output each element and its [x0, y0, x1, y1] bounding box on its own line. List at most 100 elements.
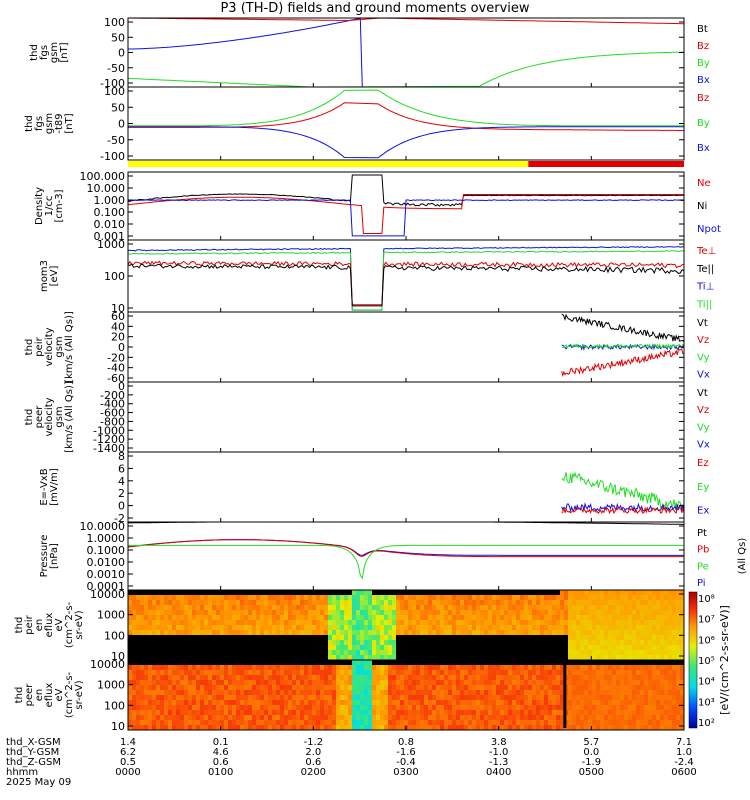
orbit-bar-segment — [528, 161, 684, 167]
legend-entry: Bx — [697, 143, 710, 154]
ytick-label: -1400 — [93, 442, 125, 455]
ytick-label: 0 — [118, 500, 125, 513]
legend-entry: Vt — [697, 388, 708, 399]
ytick-label: -1200 — [93, 433, 125, 446]
y-axis-label: gsm — [54, 336, 65, 357]
xtick-y: 0.0 — [583, 747, 599, 758]
side-label: (All Qs) — [737, 538, 748, 575]
ytick-label: -800 — [100, 415, 125, 428]
trace-ex — [561, 502, 684, 513]
legend-entry: Ey — [697, 482, 709, 493]
trace-ion-vy — [561, 343, 684, 350]
ytick-label: 10.000 — [87, 182, 126, 195]
xtick-x: 3.8 — [491, 737, 507, 748]
ytick-label: -60 — [107, 372, 125, 385]
y-axis-label: peir — [34, 336, 45, 356]
ytick-label: 50 — [111, 31, 125, 44]
trace-ez — [561, 506, 684, 515]
y-axis-label: 1/cc — [44, 196, 55, 217]
legend-entry: Ex — [697, 506, 709, 517]
xtick-z: -2.4 — [674, 757, 694, 768]
xtick-x: 5.7 — [583, 737, 599, 748]
ytick-label: -100 — [100, 77, 125, 90]
xtick-z: -1.9 — [582, 757, 602, 768]
y-axis-label: thd — [14, 617, 25, 634]
y-axis-label: eflux — [44, 613, 55, 638]
y-axis-label: velocity — [44, 327, 55, 366]
ytick-label: 6 — [118, 462, 125, 475]
ytick-label: -50 — [107, 62, 125, 75]
colorbar-tick: 10⁴ — [698, 677, 715, 688]
legend-entry: Bz — [697, 93, 709, 104]
trace-bx — [128, 18, 389, 87]
xtick-x: 1.4 — [120, 737, 136, 748]
ytick-label: -40 — [107, 362, 125, 375]
ytick-label: 10 — [111, 720, 125, 733]
panel-frame-fgs_gsm_t89 — [127, 86, 685, 161]
trace-by — [128, 51, 684, 87]
y-axis-label: gsm — [54, 406, 65, 427]
xtick-y: 6.2 — [120, 747, 136, 758]
xtick-hhmm: 0000 — [115, 767, 140, 778]
legend-entry: Ni — [697, 201, 707, 212]
panel-frame-fgs_gsm — [127, 17, 685, 88]
ytick-label: -100 — [100, 150, 125, 163]
y-axis-label: [nPa] — [49, 543, 60, 569]
y-axis-label: [cm-3] — [54, 189, 65, 222]
y-axis-label: en — [34, 689, 45, 702]
ytick-label: 0.1000 — [87, 544, 126, 557]
xtick-hhmm: 0500 — [579, 767, 604, 778]
y-axis-label: -t89 — [54, 113, 65, 133]
y-axis-label: eflux — [44, 683, 55, 708]
xtick-y: 1.0 — [676, 747, 692, 758]
xtick-y: -1.0 — [489, 747, 509, 758]
y-axis-label: thd — [14, 687, 25, 704]
xtick-z: -0.4 — [396, 757, 416, 768]
ytick-label: 2 — [118, 487, 125, 500]
y-axis-label: peir — [24, 614, 35, 634]
legend-entry: Bx — [697, 75, 710, 86]
colorbar-tick: 10⁷ — [698, 615, 715, 626]
trace-pt — [128, 522, 684, 525]
ytick-label: 0 — [118, 47, 125, 60]
y-axis-label: E=-VxB — [39, 468, 50, 505]
colorbar-tick: 10² — [698, 718, 715, 729]
y-axis-label: gsm — [44, 113, 55, 134]
y-axis-label: en — [34, 619, 45, 632]
ytick-label: -600 — [100, 407, 125, 420]
ytick-label: -20 — [107, 351, 125, 364]
legend-entry: Vx — [697, 440, 710, 451]
ytick-label: 0 — [118, 341, 125, 354]
trace-te-par — [128, 263, 684, 307]
legend-entry: Ez — [697, 458, 709, 469]
legend-entry: Vy — [697, 352, 710, 363]
legend-entry: Pi — [697, 578, 706, 589]
ytick-label: 0.001 — [94, 230, 126, 243]
legend-entry: Vy — [697, 422, 710, 433]
y-axis-label: (cm^2-s- — [64, 671, 75, 718]
y-axis-label: Density — [34, 187, 45, 225]
ytick-label: -1000 — [93, 424, 125, 437]
data-gap-marker — [563, 665, 567, 728]
legend-entry: Te⊥ — [696, 246, 716, 257]
ytick-label: 10.0000 — [80, 520, 126, 533]
y-axis-label: thd — [24, 115, 35, 132]
x-row-label: thd_Y-GSM — [6, 747, 59, 758]
xtick-hhmm: 0300 — [393, 767, 418, 778]
xtick-z: 0.6 — [213, 757, 229, 768]
y-axis-label: Pressure — [39, 535, 50, 578]
y-axis-label: thd — [29, 44, 40, 61]
legend-entry: Ti|| — [696, 299, 712, 310]
y-axis-label: eV — [54, 688, 65, 701]
trace-t89-by — [128, 89, 684, 127]
colorbar — [688, 591, 698, 729]
ytick-label: 0.010 — [94, 218, 126, 231]
y-axis-label: velocity — [44, 397, 55, 436]
legend-entry: Vz — [697, 335, 709, 346]
panel-frame-pressure — [127, 521, 685, 591]
ytick-label: 1000 — [97, 609, 125, 622]
legend-entry: Vt — [697, 318, 708, 329]
y-axis-label: peer — [34, 405, 45, 429]
trace-t89-bx — [128, 126, 684, 159]
trace-ion-vt — [561, 313, 684, 343]
